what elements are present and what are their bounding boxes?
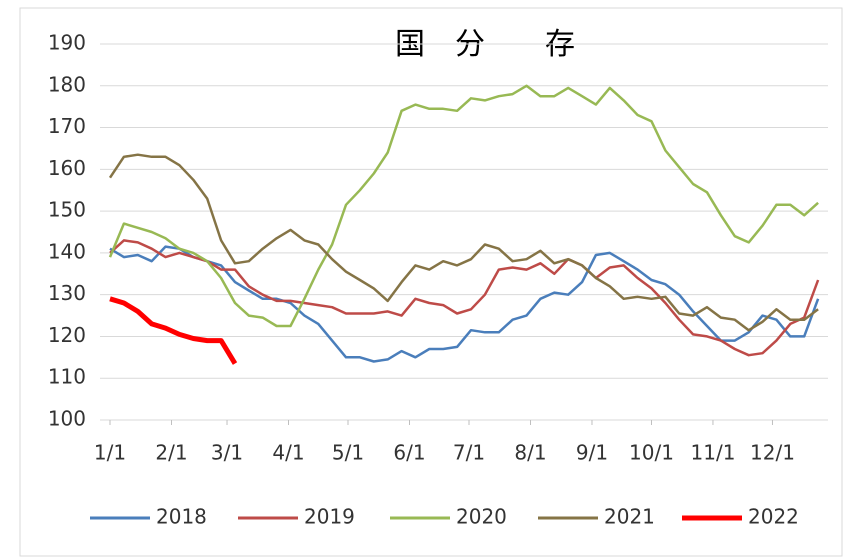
x-tick-label: 11/1: [691, 441, 736, 465]
y-tick-label: 140: [48, 239, 86, 263]
y-tick-label: 100: [48, 407, 86, 431]
x-tick-label: 5/1: [332, 441, 364, 465]
legend-label: 2018: [156, 505, 207, 529]
series-line: [108, 153, 819, 332]
series-line: [109, 245, 820, 363]
legend-label: 2022: [748, 505, 799, 529]
x-tick-label: 10/1: [629, 441, 674, 465]
y-tick-label: 160: [48, 156, 86, 180]
x-tick-label: 12/1: [750, 441, 795, 465]
series-line: [108, 84, 819, 328]
chart-border: [19, 7, 843, 557]
legend-label: 2019: [304, 505, 355, 529]
y-tick-label: 110: [48, 365, 86, 389]
y-tick-label: 190: [48, 31, 86, 55]
series-line: [109, 296, 238, 365]
y-tick-label: 130: [48, 281, 86, 305]
x-tick-label: 3/1: [211, 441, 243, 465]
x-tick-label: 8/1: [514, 441, 546, 465]
y-tick-label: 150: [48, 198, 86, 222]
x-tick-label: 2/1: [155, 441, 187, 465]
x-tick-label: 7/1: [453, 441, 485, 465]
y-tick-label: 120: [48, 323, 86, 347]
legend-label: 2020: [456, 505, 507, 529]
series-line: [109, 239, 820, 357]
x-tick-label: 6/1: [393, 441, 425, 465]
legend-label: 2021: [604, 505, 655, 529]
x-tick-label: 1/1: [94, 441, 126, 465]
x-tick-label: 4/1: [272, 441, 304, 465]
y-tick-label: 180: [48, 72, 86, 96]
x-tick-label: 9/1: [576, 441, 608, 465]
y-tick-label: 170: [48, 114, 86, 138]
